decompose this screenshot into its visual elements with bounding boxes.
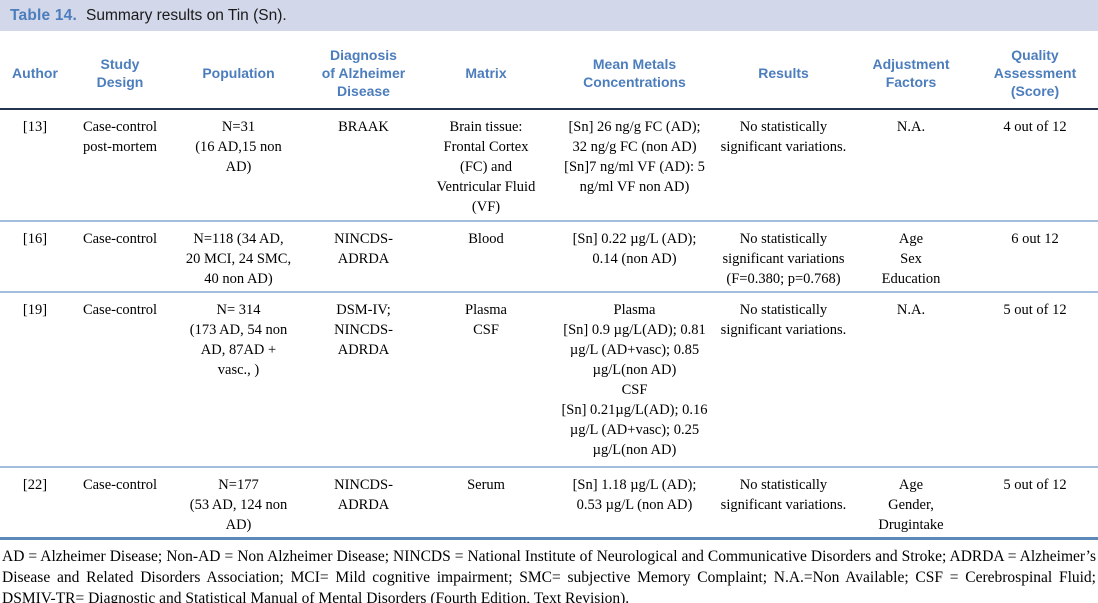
cell-study-design: Case-control	[70, 220, 170, 292]
col-header-concentrations: Mean Metals Concentrations	[552, 38, 717, 110]
cell-population: N=177 (53 AD, 124 non AD)	[170, 466, 307, 537]
cell-diagnosis: BRAAK	[338, 119, 389, 135]
cell-author: [13]	[22, 119, 48, 135]
cell-concentrations: [Sn] 26 ng/g FC (AD); 32 ng/g FC (non AD…	[564, 119, 705, 195]
cell-results: No statistically significant variations …	[717, 220, 850, 292]
table-row: [13] Case-control post-mortem N=31 (16 A…	[0, 109, 1098, 221]
cell-matrix: Serum	[420, 466, 552, 537]
cell-population: N=31 (16 AD,15 non AD)	[195, 119, 282, 175]
cell-study-design: Case-control post-mortem	[82, 119, 158, 155]
cell-diagnosis: DSM-IV; NINCDS- ADRDA	[307, 291, 420, 467]
cell-matrix: Brain tissue: Frontal Cortex (FC) and Ve…	[436, 119, 536, 215]
cell-quality: 6 out 12	[972, 220, 1098, 292]
cell-diagnosis: NINCDS- ADRDA	[307, 220, 420, 292]
cell-population: N= 314 (173 AD, 54 non AD, 87AD + vasc.,…	[170, 291, 307, 467]
table-caption-band: Table 14. Summary results on Tin (Sn).	[0, 0, 1098, 31]
cell-adjustment-factors: Age Gender, Drugintake	[850, 466, 972, 537]
table-header-row: Author Study Design Population Diagnosis…	[0, 38, 1098, 110]
col-header-results: Results	[717, 38, 850, 110]
cell-concentrations: [Sn] 1.18 µg/L (AD); 0.53 µg/L (non AD)	[552, 466, 717, 537]
col-header-author: Author	[0, 38, 70, 110]
cell-author: [22]	[0, 466, 70, 537]
cell-diagnosis: NINCDS- ADRDA	[307, 466, 420, 537]
cell-adjustment-factors: N.A.	[850, 291, 972, 467]
col-header-diagnosis: Diagnosis of Alzheimer Disease	[307, 38, 420, 110]
cell-matrix: Plasma CSF	[420, 291, 552, 467]
cell-results: No statistically significant variations.	[717, 291, 850, 467]
cell-quality: 5 out of 12	[972, 291, 1098, 467]
cell-adjustment-factors: Age Sex Education	[850, 220, 972, 292]
cell-author: [19]	[0, 291, 70, 467]
cell-quality: 4 out of 12	[1003, 119, 1067, 135]
col-header-quality: Quality Assessment (Score)	[972, 38, 1098, 110]
col-header-population: Population	[170, 38, 307, 110]
col-header-adjustment-factors: Adjustment Factors	[850, 38, 972, 110]
table-row: [19] Case-control N= 314 (173 AD, 54 non…	[0, 291, 1098, 467]
summary-table: Author Study Design Population Diagnosis…	[0, 38, 1098, 537]
cell-matrix: Blood	[420, 220, 552, 292]
cell-concentrations: Plasma [Sn] 0.9 µg/L(AD); 0.81 µg/L (AD+…	[552, 291, 717, 467]
cell-population: N=118 (34 AD, 20 MCI, 24 SMC, 40 non AD)	[170, 220, 307, 292]
cell-study-design: Case-control	[70, 291, 170, 467]
table-row: [22] Case-control N=177 (53 AD, 124 non …	[0, 466, 1098, 537]
cell-concentrations: [Sn] 0.22 µg/L (AD); 0.14 (non AD)	[552, 220, 717, 292]
table-footnote: AD = Alzheimer Disease; Non-AD = Non Alz…	[0, 537, 1098, 603]
cell-study-design: Case-control	[70, 466, 170, 537]
cell-author: [16]	[0, 220, 70, 292]
col-header-matrix: Matrix	[420, 38, 552, 110]
cell-quality: 5 out of 12	[972, 466, 1098, 537]
table-caption-text: Summary results on Tin (Sn).	[86, 6, 287, 24]
col-header-study-design: Study Design	[70, 38, 170, 110]
table-number-label: Table 14.	[10, 6, 77, 24]
cell-results: No statistically significant variations.	[720, 119, 847, 155]
table-row: [16] Case-control N=118 (34 AD, 20 MCI, …	[0, 220, 1098, 292]
cell-results: No statistically significant variations.	[717, 466, 850, 537]
cell-adjustment-factors: N.A.	[896, 119, 926, 135]
